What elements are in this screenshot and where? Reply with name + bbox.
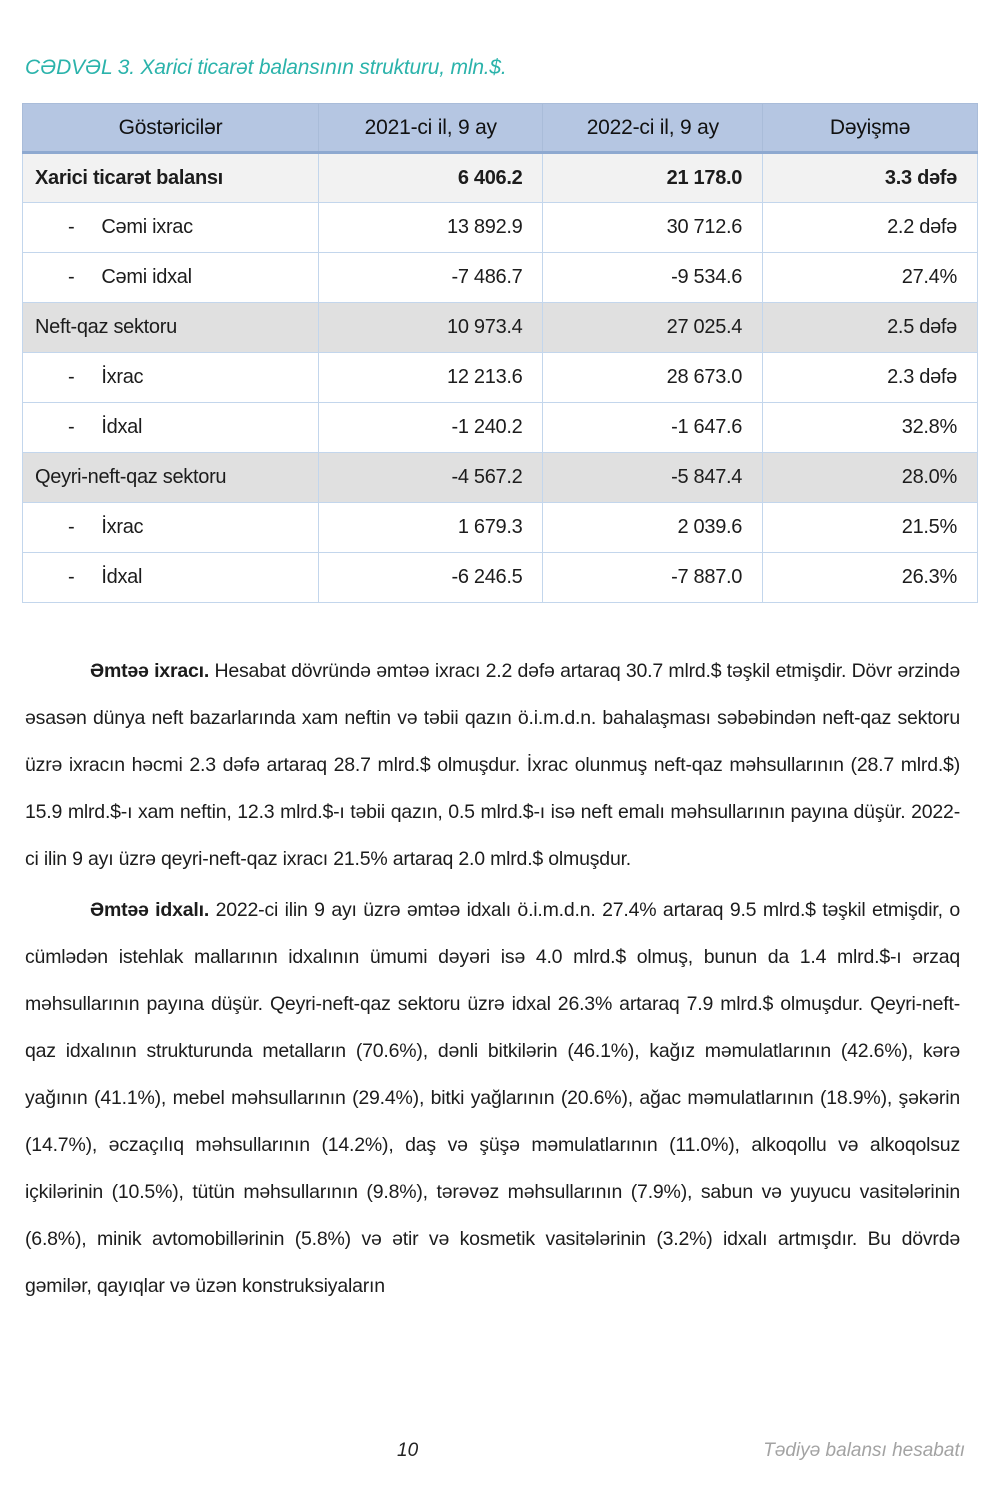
table-header: Göstəricilər 2021-ci il, 9 ay 2022-ci il… — [21, 103, 978, 154]
table-row: - Cəmi idxal -7 486.7 -9 534.6 27.4% — [21, 252, 978, 303]
row-value: 27 025.4 — [542, 302, 764, 353]
row-value: 6 406.2 — [318, 152, 544, 203]
body-text: Əmtəə ixracı. Hesabat dövründə əmtəə ixr… — [25, 648, 960, 1314]
paragraph-imports-text: 2022-ci ilin 9 ayı üzrə əmtəə idxalı ö.i… — [25, 899, 961, 1297]
row-value: -1 240.2 — [318, 402, 544, 453]
row-value: 32.8% — [762, 402, 978, 453]
list-dash: - — [68, 366, 75, 388]
row-label-cell: - İxrac — [21, 352, 320, 403]
page-footer: 10 Tədiyə balansı hesabatı — [0, 1440, 1000, 1480]
table-row: - İxrac 1 679.3 2 039.6 21.5% — [21, 502, 978, 553]
list-dash: - — [68, 266, 75, 288]
row-value: 27.4% — [762, 252, 978, 303]
row-label-cell: Neft-qaz sektoru — [21, 302, 320, 353]
row-value: -7 887.0 — [542, 552, 764, 603]
row-value: 12 213.6 — [318, 352, 544, 403]
list-dash: - — [68, 516, 75, 538]
row-label: İdxal — [101, 416, 143, 438]
table-caption: CƏDVƏL 3. Xarici ticarət balansının stru… — [25, 56, 507, 79]
footer-report-title: Tədiyə balansı hesabatı — [763, 1440, 965, 1461]
row-value: 2.5 dəfə — [762, 302, 978, 353]
row-label-cell: Xarici ticarət balansı — [21, 152, 320, 203]
table-row: Neft-qaz sektoru 10 973.4 27 025.4 2.5 dəfə — [21, 302, 978, 353]
row-label: Cəmi ixrac — [101, 216, 193, 238]
row-value: 28 673.0 — [542, 352, 764, 403]
list-dash: - — [68, 566, 75, 588]
table-row: Xarici ticarət balansı 6 406.2 21 178.0 3.3… — [21, 152, 978, 203]
row-label-cell: Qeyri-neft-qaz sektoru — [21, 452, 320, 503]
page-number: 10 — [397, 1440, 419, 1461]
row-label-cell: - İdxal — [21, 552, 320, 603]
list-dash: - — [68, 216, 75, 238]
paragraph-imports-lead: Əmtəə idxalı. — [90, 899, 210, 921]
row-value: -5 847.4 — [542, 452, 764, 503]
row-value: 10 973.4 — [318, 302, 544, 353]
row-value: 3.3 dəfə — [762, 152, 978, 203]
table-row: - İdxal -6 246.5 -7 887.0 26.3% — [21, 552, 978, 603]
paragraph-imports: Əmtəə idxalı. 2022-ci ilin 9 ayı üzrə əm… — [25, 887, 960, 1310]
header-2022: 2022-ci il, 9 ay — [542, 103, 764, 154]
list-dash: - — [68, 416, 75, 438]
paragraph-exports: Əmtəə ixracı. Hesabat dövründə əmtəə ixr… — [25, 648, 960, 883]
trade-balance-table: Göstəricilər 2021-ci il, 9 ay 2022-ci il… — [21, 103, 978, 603]
row-value: 21.5% — [762, 502, 978, 553]
row-value: -9 534.6 — [542, 252, 764, 303]
row-label: Qeyri-neft-qaz sektoru — [35, 466, 227, 488]
table-row: - İdxal -1 240.2 -1 647.6 32.8% — [21, 402, 978, 453]
row-value: 30 712.6 — [542, 202, 764, 253]
row-value: 26.3% — [762, 552, 978, 603]
row-label: Cəmi idxal — [101, 266, 192, 288]
row-label-cell: - Cəmi idxal — [21, 252, 320, 303]
row-label: Xarici ticarət balansı — [35, 166, 223, 189]
table-row: - İxrac 12 213.6 28 673.0 2.3 dəfə — [21, 352, 978, 403]
row-value: 1 679.3 — [318, 502, 544, 553]
paragraph-exports-lead: Əmtəə ixracı. — [90, 660, 210, 682]
paragraph-exports-text: Hesabat dövründə əmtəə ixracı 2.2 dəfə a… — [25, 660, 960, 870]
row-value: -7 486.7 — [318, 252, 544, 303]
row-value: -1 647.6 — [542, 402, 764, 453]
row-value: 28.0% — [762, 452, 978, 503]
row-value: 2.3 dəfə — [762, 352, 978, 403]
row-value: 21 178.0 — [542, 152, 764, 203]
row-value: -6 246.5 — [318, 552, 544, 603]
row-value: 2 039.6 — [542, 502, 764, 553]
row-label: İxrac — [101, 516, 144, 538]
row-label: İxrac — [101, 366, 144, 388]
row-label-cell: - Cəmi ixrac — [21, 202, 320, 253]
row-label-cell: - İdxal — [21, 402, 320, 453]
header-2021: 2021-ci il, 9 ay — [318, 103, 544, 154]
table-header-row: Göstəricilər 2021-ci il, 9 ay 2022-ci il… — [21, 103, 978, 154]
table-body: Xarici ticarət balansı 6 406.2 21 178.0 3.3… — [21, 152, 978, 603]
table-row: - Cəmi ixrac 13 892.9 30 712.6 2.2 dəfə — [21, 202, 978, 253]
header-indicators: Göstəricilər — [21, 103, 320, 154]
table-row: Qeyri-neft-qaz sektoru -4 567.2 -5 847.4 28… — [21, 452, 978, 503]
row-label-cell: - İxrac — [21, 502, 320, 553]
row-label: Neft-qaz sektoru — [35, 316, 177, 338]
row-value: 2.2 dəfə — [762, 202, 978, 253]
row-label: İdxal — [101, 566, 143, 588]
row-value: -4 567.2 — [318, 452, 544, 503]
header-change: Dəyişmə — [762, 103, 978, 154]
row-value: 13 892.9 — [318, 202, 544, 253]
